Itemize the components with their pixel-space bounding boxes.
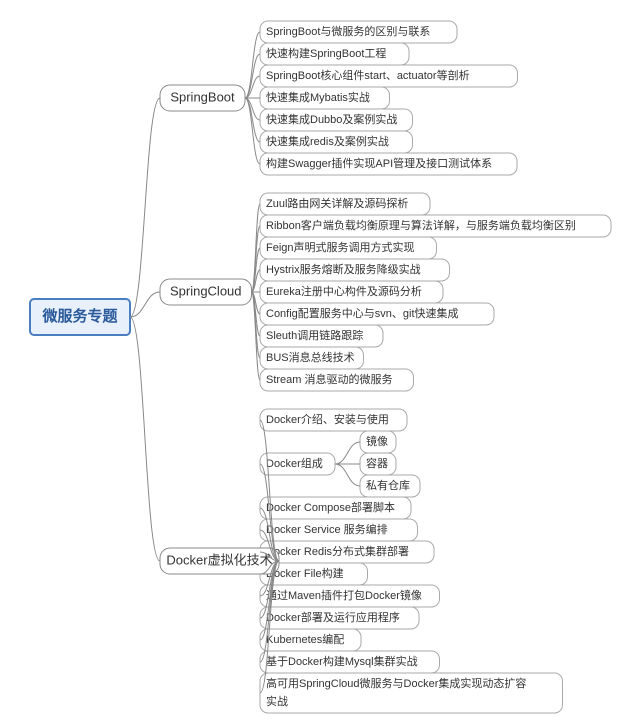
item-text: Docker部署及运行应用程序 xyxy=(266,610,400,624)
item-text: SpringBoot与微服务的区别与联系 xyxy=(266,24,430,38)
category-text: SpringBoot xyxy=(170,89,235,104)
root-text: 微服务专题 xyxy=(41,307,118,325)
item-text: 构建Swagger插件实现API管理及接口测试体系 xyxy=(266,156,492,170)
category-text: SpringCloud xyxy=(170,283,242,298)
item-text: Hystrix服务熔断及服务降级实战 xyxy=(266,262,421,276)
sub-item-text: 镜像 xyxy=(366,434,388,448)
item-text: 快速集成Mybatis实战 xyxy=(266,90,370,104)
mindmap-canvas: SpringBoot与微服务的区别与联系快速构建SpringBoot工程 Spri… xyxy=(0,0,640,726)
item-text: Feign声明式服务调用方式实现 xyxy=(266,240,415,254)
item-text: BUS消息总线技术 xyxy=(266,350,355,364)
link xyxy=(130,292,160,317)
item-text: Kubernetes编配 xyxy=(266,632,344,646)
item-text: 快速构建SpringBoot工程 xyxy=(266,46,386,60)
item-text: Docker Redis分布式集群部署 xyxy=(266,544,409,558)
link xyxy=(335,464,360,486)
item-text: Docker Compose部署脚本 xyxy=(266,500,395,514)
item-text: SpringBoot核心组件start、actuator等剖析 xyxy=(266,68,470,82)
item-text: Zuul路由网关详解及源码探析 xyxy=(266,196,408,210)
link xyxy=(245,98,260,142)
sub-item-text: 容器 xyxy=(366,456,388,470)
item-text: 快速集成Dubbo及案例实战 xyxy=(266,112,397,126)
item-text: 基于Docker构建Mysql集群实战 xyxy=(266,654,418,668)
item-text: 实战 xyxy=(266,694,288,708)
sub-item-text: 私有仓库 xyxy=(366,478,410,492)
item-text: Docker Service 服务编排 xyxy=(266,522,388,536)
link xyxy=(335,442,360,464)
item-text: Stream 消息驱动的微服务 xyxy=(266,372,393,386)
link xyxy=(245,54,260,98)
link xyxy=(130,98,160,317)
item-text: 快速集成redis及案例实战 xyxy=(266,134,389,148)
item-text: Docker组成 xyxy=(266,456,323,470)
item-text: Sleuth调用链路跟踪 xyxy=(266,328,363,342)
item-text: Docker介绍、安装与使用 xyxy=(266,412,389,426)
link xyxy=(130,317,160,561)
item-text: Eureka注册中心构件及源码分析 xyxy=(266,284,422,298)
item-text: Config配置服务中心与svn、git快速集成 xyxy=(266,306,459,320)
item-text: 高可用SpringCloud微服务与Docker集成实现动态扩容 xyxy=(266,676,526,690)
item-text: Ribbon客户端负载均衡原理与算法详解，与服务端负载均衡区别 xyxy=(266,218,576,232)
item-text: 通过Maven插件打包Docker镜像 xyxy=(266,588,422,602)
category-text: Docker虚拟化技术 xyxy=(166,552,272,567)
